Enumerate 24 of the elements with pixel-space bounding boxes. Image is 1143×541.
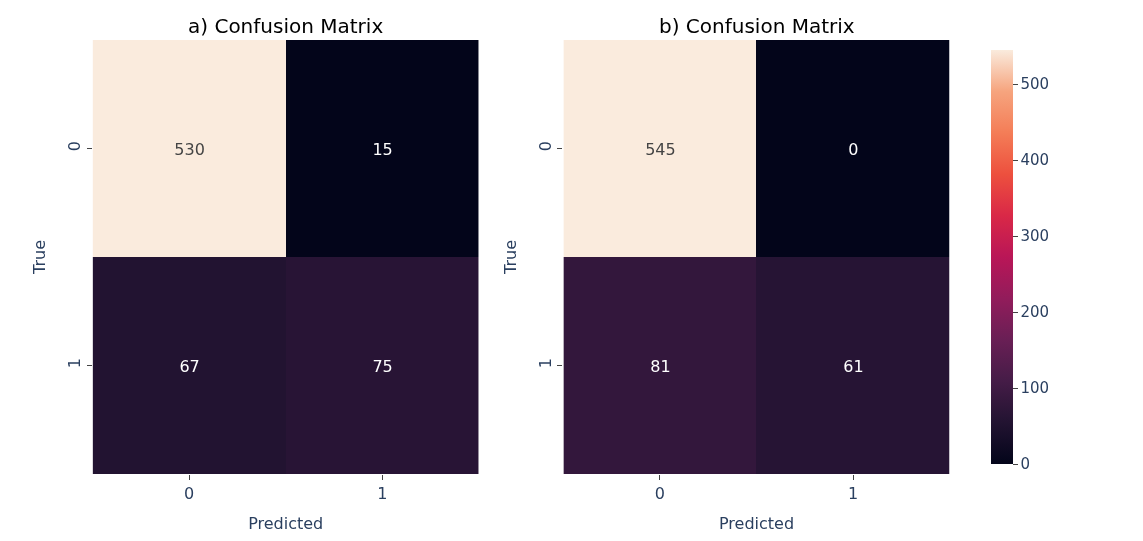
- y-axis-title: True: [500, 240, 520, 275]
- color-bar-label: 300: [1020, 227, 1050, 246]
- x-tick-label: 1: [847, 484, 859, 504]
- y-axis-title: True: [30, 240, 50, 275]
- data-label: 67: [179, 356, 200, 376]
- data-label: 545: [645, 139, 676, 159]
- x-tick-label: 1: [377, 484, 388, 504]
- data-label: 81: [650, 356, 671, 376]
- x-axis-title: Predicted: [248, 513, 324, 533]
- data-label: 530: [174, 139, 205, 159]
- x-tick-label: 0: [654, 484, 666, 504]
- color-bar-label: 200: [1020, 303, 1050, 322]
- data-label: 61: [843, 356, 864, 376]
- data-label: 15: [372, 139, 393, 159]
- color-bar-label: 0: [1020, 455, 1031, 474]
- chart-title: a) Confusion Matrix: [188, 14, 384, 38]
- x-tick-label: 0: [184, 484, 195, 504]
- color-bar-label: 500: [1020, 75, 1050, 94]
- data-label: 0: [848, 139, 859, 159]
- chart-title: b) Confusion Matrix: [659, 14, 855, 38]
- color-bar-label: 400: [1020, 151, 1050, 170]
- data-label: 75: [372, 356, 393, 376]
- x-axis-title: Predicted: [718, 513, 795, 533]
- color-bar-label: 100: [1020, 379, 1050, 398]
